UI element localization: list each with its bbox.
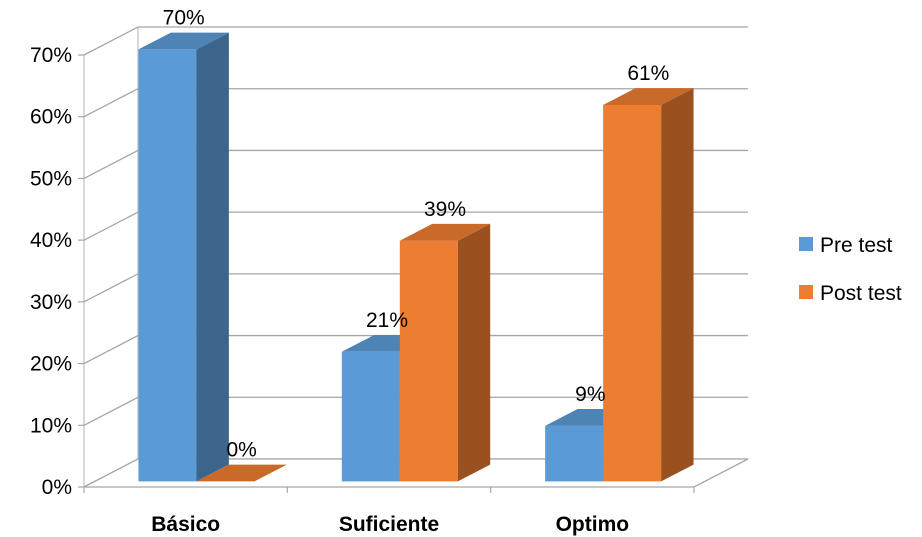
data-label: 9% — [575, 383, 605, 406]
x-category-label: Básico — [151, 513, 220, 536]
bar-side — [661, 88, 694, 482]
bar-front — [138, 49, 197, 482]
bar-top — [603, 88, 694, 105]
bar-front — [545, 425, 604, 482]
data-label: 61% — [627, 62, 669, 85]
y-tick-label: 10% — [30, 414, 72, 437]
bar-side — [196, 32, 229, 482]
legend-swatch — [799, 285, 813, 299]
x-category-label: Optimo — [556, 513, 630, 536]
y-tick-label: 40% — [30, 229, 72, 252]
legend-label: Pre test — [820, 234, 893, 257]
y-tick-label: 50% — [30, 167, 72, 190]
legend: Pre test Post test — [799, 234, 902, 305]
bars — [138, 32, 694, 482]
x-axis-categories: Básico Suficiente Optimo — [151, 513, 629, 536]
y-tick-label: 30% — [30, 291, 72, 314]
y-tick-label: 60% — [30, 106, 72, 129]
bar-front — [341, 351, 400, 482]
bar-top — [196, 464, 287, 482]
gridline — [83, 273, 748, 303]
y-tick-label: 70% — [30, 44, 72, 67]
bar-front — [603, 104, 662, 482]
gridline — [83, 88, 748, 118]
chart-walls — [83, 27, 139, 487]
bar-front — [399, 240, 458, 482]
x-category-label: Suficiente — [339, 513, 439, 536]
legend-swatch — [799, 237, 813, 251]
gridline — [83, 211, 748, 241]
y-tick-label: 0% — [42, 476, 72, 499]
data-label: 39% — [424, 198, 466, 221]
bar-top — [399, 223, 491, 241]
gridline — [83, 26, 748, 56]
data-labels: 70% 0% 21% 39% 9% 61% — [163, 7, 670, 462]
legend-label: Post test — [820, 282, 902, 305]
bar-side — [457, 223, 491, 482]
y-axis-ticks: 0% 10% 20% 30% 40% 50% 60% 70% — [30, 44, 84, 499]
gridline — [83, 149, 748, 180]
gridline — [83, 334, 748, 365]
y-tick-label: 20% — [30, 353, 72, 376]
bar-top — [138, 32, 229, 50]
data-label: 21% — [366, 309, 408, 332]
data-label: 0% — [226, 439, 256, 462]
gridline — [83, 396, 748, 426]
data-label: 70% — [163, 7, 205, 30]
